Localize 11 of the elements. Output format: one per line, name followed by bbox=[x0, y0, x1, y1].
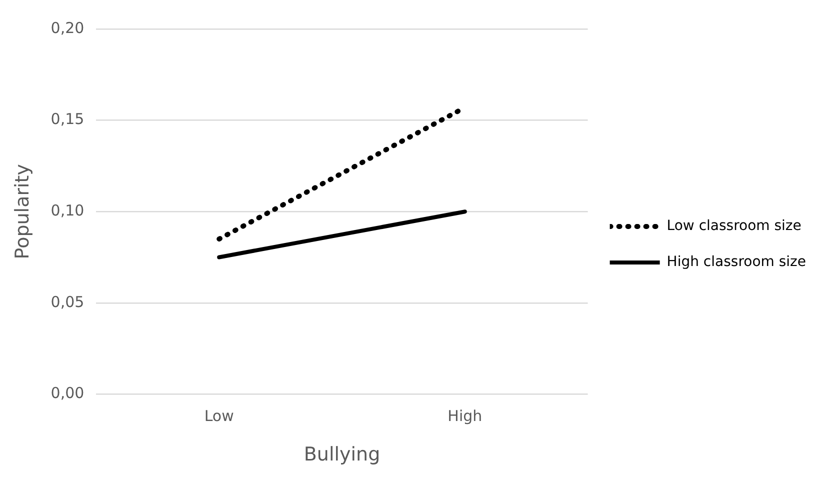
y-tick-label: 0,15 bbox=[50, 110, 84, 128]
x-axis-title: Bullying bbox=[304, 444, 380, 466]
y-tick-label: 0,20 bbox=[50, 18, 84, 37]
x-tick-label: High bbox=[448, 407, 482, 426]
y-tick-label: 0,05 bbox=[50, 292, 84, 311]
y-tick-label: 0,10 bbox=[50, 201, 84, 220]
legend-label: High classroom size bbox=[666, 254, 806, 270]
y-tick-label: 0,00 bbox=[50, 384, 84, 402]
x-tick-label: Low bbox=[204, 407, 234, 426]
legend-label: Low classroom size bbox=[666, 218, 802, 234]
y-axis-title: Popularity bbox=[11, 164, 34, 260]
